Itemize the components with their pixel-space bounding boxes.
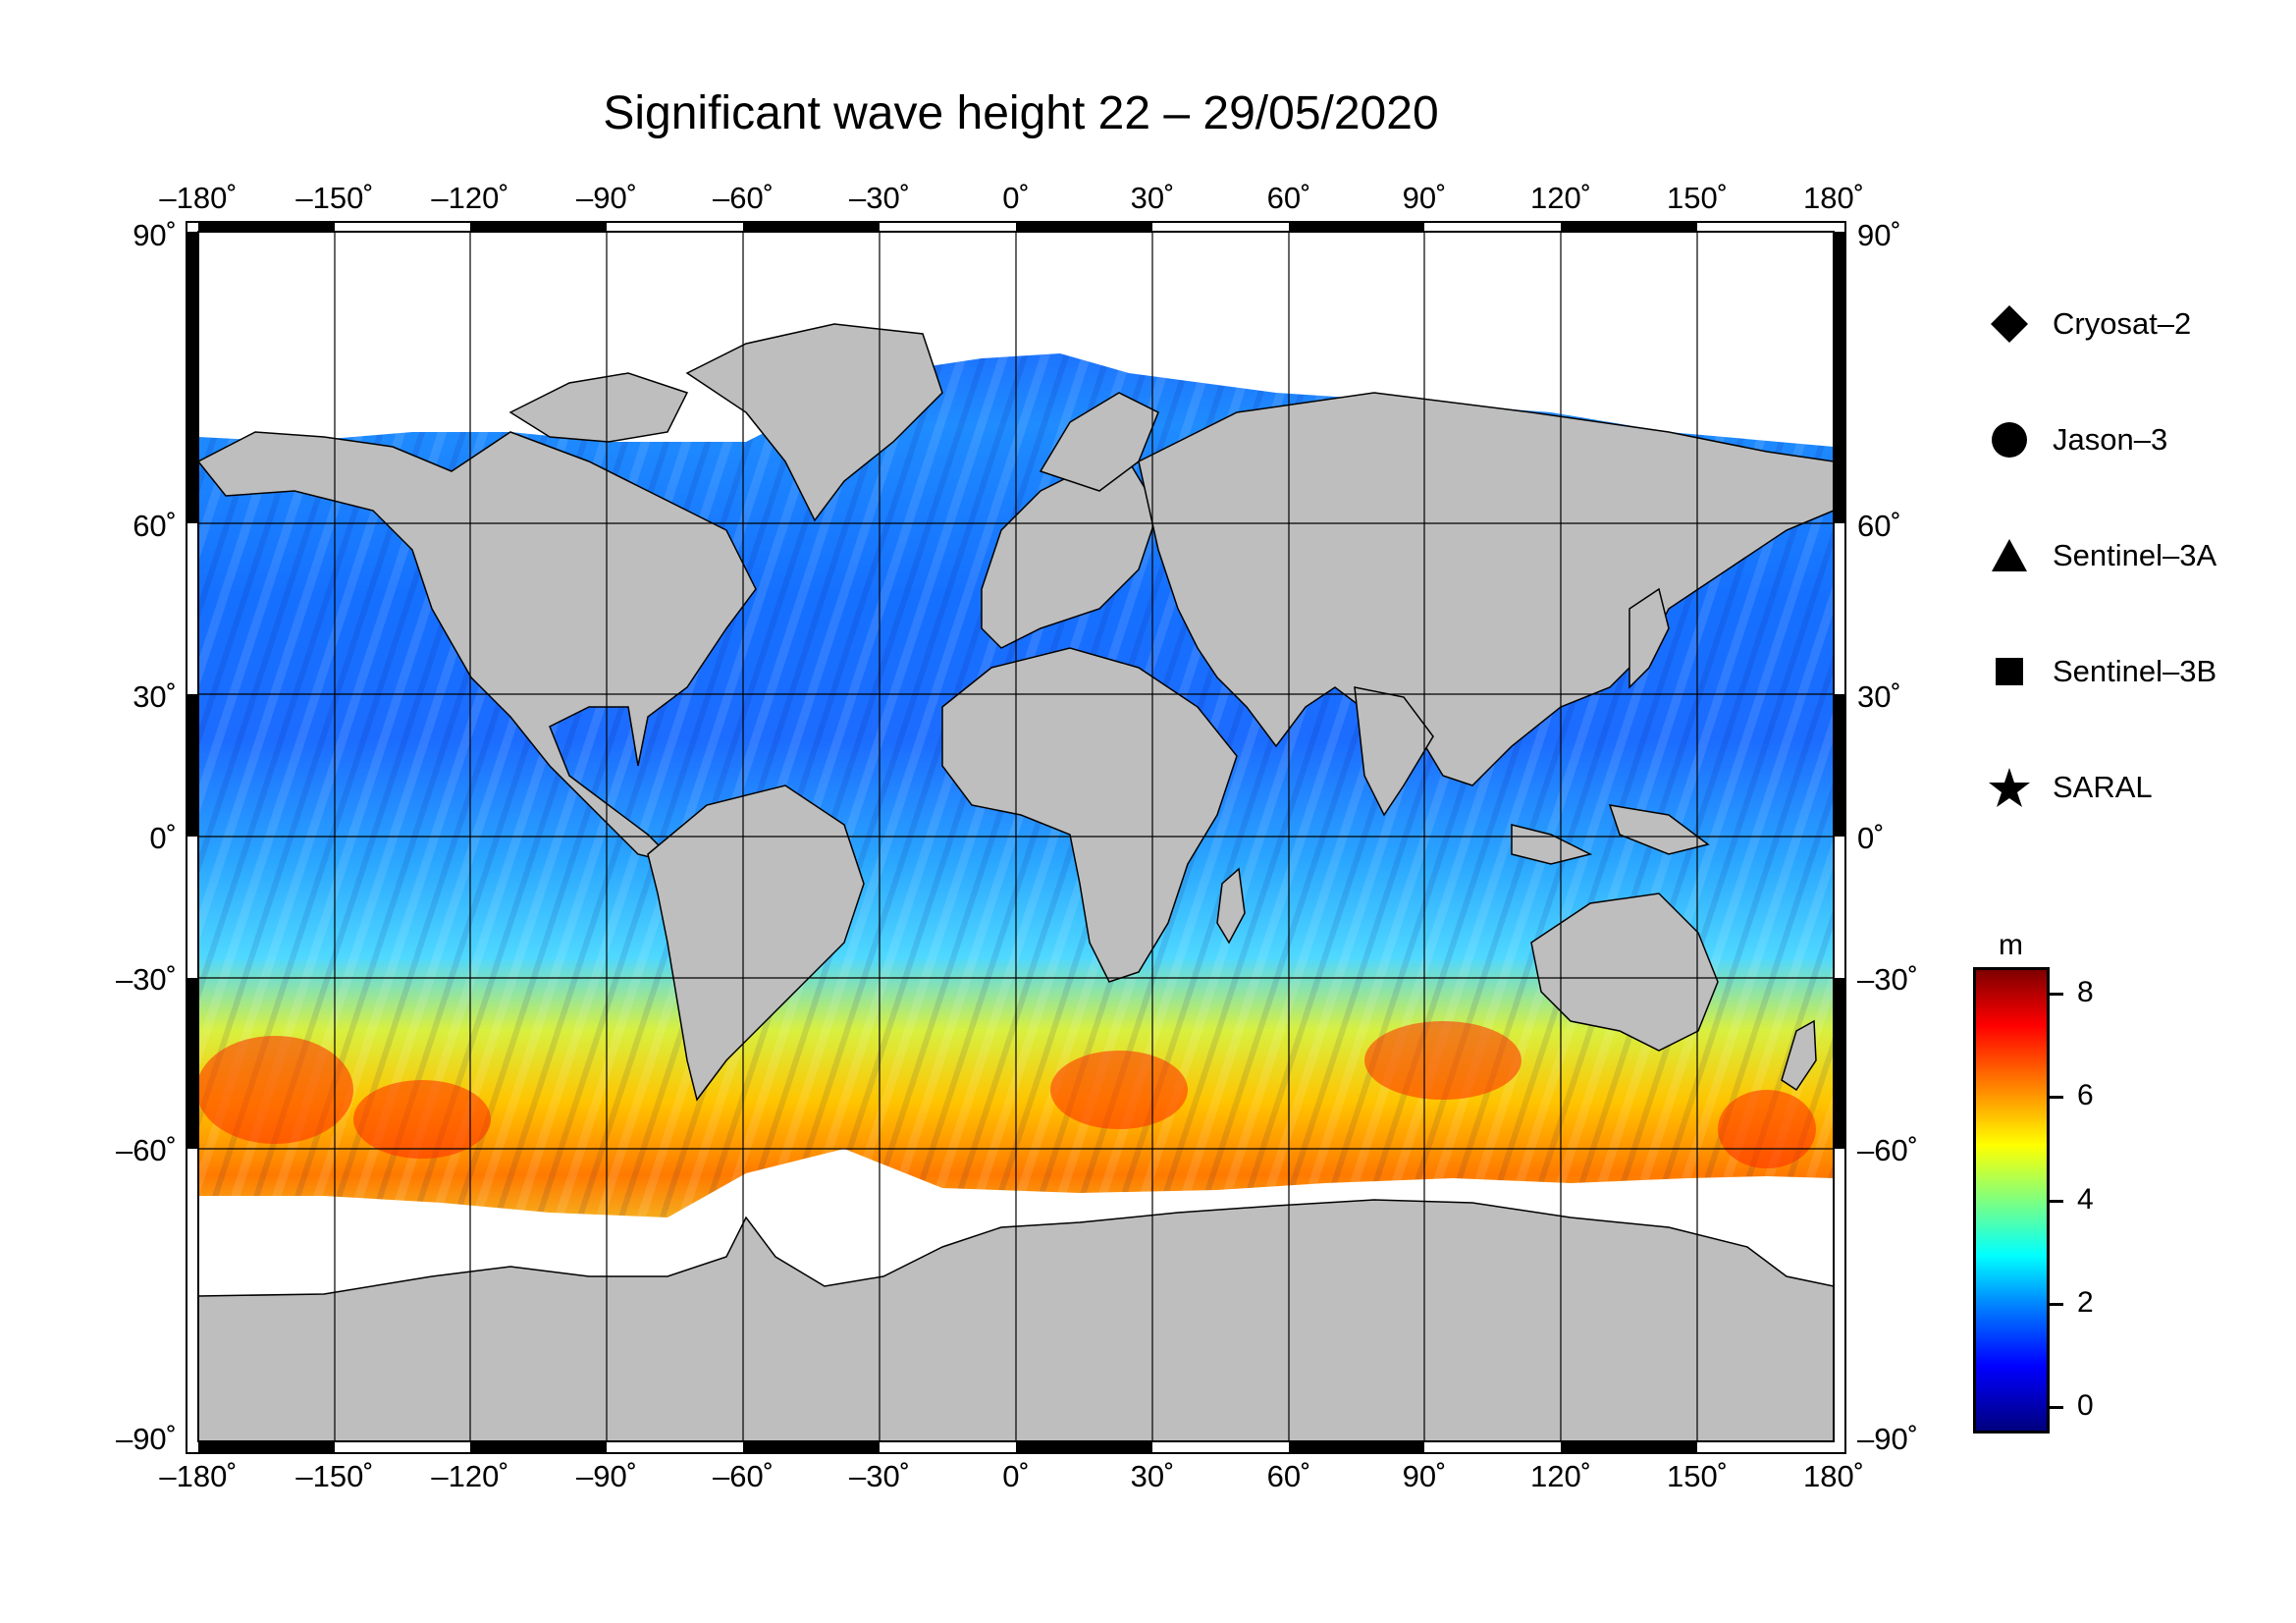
lat-tick: –30˚ xyxy=(116,962,177,997)
lat-tick: 0˚ xyxy=(1857,821,1885,855)
lon-tick: 120˚ xyxy=(1530,1459,1591,1493)
lat-tick: 0˚ xyxy=(149,821,177,855)
legend-item-sentinel-3a: Sentinel–3A xyxy=(1988,526,2216,585)
colorbar-tick-mark xyxy=(2050,993,2063,996)
colorbar-tick-label: 2 xyxy=(2077,1286,2094,1319)
colorbar xyxy=(1973,967,2050,1434)
map-title: Significant wave height 22 – 29/05/2020 xyxy=(603,87,1439,139)
latitude-labels-left: 90˚ 60˚ 30˚ 0˚ –30˚ –60˚ –90˚ xyxy=(116,218,177,1456)
legend-item-saral: SARAL xyxy=(1988,758,2153,817)
graticule xyxy=(198,232,1834,1441)
lon-tick: 90˚ xyxy=(1403,1459,1447,1493)
legend-item-cryosat: Cryosat–2 xyxy=(1988,295,2191,353)
lon-tick: –120˚ xyxy=(431,1459,508,1493)
colorbar-unit: m xyxy=(1999,929,2023,961)
lon-tick: –90˚ xyxy=(576,1459,637,1493)
square-icon xyxy=(1996,658,2023,685)
colorbar-tick-label: 6 xyxy=(2077,1079,2094,1111)
lon-tick: –90˚ xyxy=(576,181,637,215)
lon-tick: –30˚ xyxy=(849,1459,910,1493)
lat-tick: 90˚ xyxy=(1857,218,1901,252)
lon-tick: –180˚ xyxy=(159,181,237,215)
legend-label: Cryosat–2 xyxy=(2053,306,2192,341)
legend-label: Sentinel–3A xyxy=(2053,538,2217,572)
lon-tick: 180˚ xyxy=(1803,181,1864,215)
lat-tick: 90˚ xyxy=(133,218,177,252)
latitude-labels-right: 90˚ 60˚ 30˚ 0˚ –30˚ –60˚ –90˚ xyxy=(1857,218,1918,1456)
circle-icon xyxy=(1992,422,2027,458)
colorbar-tick-label: 8 xyxy=(2077,976,2094,1008)
lon-tick: 30˚ xyxy=(1131,181,1175,215)
longitude-labels-bottom: –180˚ –150˚ –120˚ –90˚ –60˚ –30˚ 0˚ 30˚ … xyxy=(159,1459,1864,1493)
lon-tick: –60˚ xyxy=(713,1459,774,1493)
lon-tick: 30˚ xyxy=(1131,1459,1175,1493)
high-wave-patches xyxy=(198,1021,1816,1168)
lon-tick: –60˚ xyxy=(713,181,774,215)
lon-tick: –30˚ xyxy=(849,181,910,215)
lon-tick: –180˚ xyxy=(159,1459,237,1493)
lon-tick: 180˚ xyxy=(1803,1459,1864,1493)
lon-tick: 150˚ xyxy=(1667,1459,1728,1493)
lon-tick: –150˚ xyxy=(295,1459,373,1493)
lon-tick: 0˚ xyxy=(1002,1459,1030,1493)
lat-tick: –90˚ xyxy=(116,1422,177,1456)
lon-tick: –120˚ xyxy=(431,181,508,215)
longitude-labels-top: –180˚ –150˚ –120˚ –90˚ –60˚ –30˚ 0˚ 30˚ … xyxy=(159,181,1864,215)
lon-tick: 150˚ xyxy=(1667,181,1728,215)
colorbar-tick-label: 0 xyxy=(2077,1389,2094,1422)
legend-item-jason: Jason–3 xyxy=(1988,410,2167,469)
star-icon xyxy=(1989,768,2030,807)
colorbar-tick-mark xyxy=(2050,1303,2063,1306)
lat-tick: –60˚ xyxy=(1857,1133,1918,1167)
lat-tick: 60˚ xyxy=(1857,509,1901,543)
lat-tick: 30˚ xyxy=(1857,679,1901,714)
lat-tick: –30˚ xyxy=(1857,962,1918,997)
frame-bars xyxy=(187,222,1845,1453)
diamond-icon xyxy=(1991,305,2028,343)
legend-item-sentinel-3b: Sentinel–3B xyxy=(1988,642,2216,701)
legend-label: Sentinel–3B xyxy=(2053,654,2217,688)
triangle-icon xyxy=(1992,539,2027,571)
legend-label: Jason–3 xyxy=(2053,422,2168,457)
lat-tick: –60˚ xyxy=(116,1133,177,1167)
lat-tick: 60˚ xyxy=(133,509,177,543)
lon-tick: 60˚ xyxy=(1267,181,1311,215)
legend-label: SARAL xyxy=(2053,770,2153,804)
lat-tick: 30˚ xyxy=(133,679,177,714)
colorbar-tick-label: 4 xyxy=(2077,1183,2094,1216)
lat-tick: –90˚ xyxy=(1857,1422,1918,1456)
lon-tick: 120˚ xyxy=(1530,181,1591,215)
colorbar-tick-mark xyxy=(2050,1200,2063,1203)
colorbar-tick-mark xyxy=(2050,1096,2063,1099)
colorbar-tick-mark xyxy=(2050,1406,2063,1409)
lon-tick: 90˚ xyxy=(1403,181,1447,215)
lon-tick: –150˚ xyxy=(295,181,373,215)
lon-tick: 0˚ xyxy=(1002,181,1030,215)
lon-tick: 60˚ xyxy=(1267,1459,1311,1493)
